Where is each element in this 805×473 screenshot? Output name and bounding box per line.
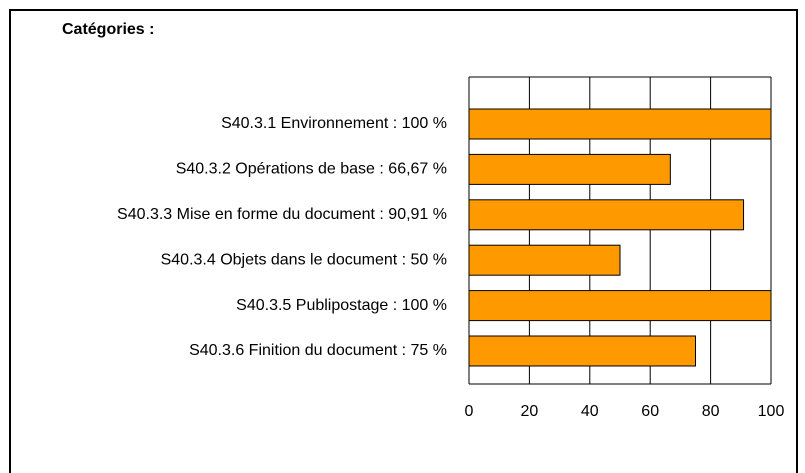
chart-title: Catégories :: [62, 21, 154, 38]
bar: [468, 108, 772, 140]
y-tick-label: S40.3.3 Mise en forme du document : 90,9…: [117, 206, 447, 223]
y-tick-label: S40.3.4 Objets dans le document : 50 %: [161, 251, 447, 268]
x-tick-label: 100: [758, 403, 785, 420]
bar: [468, 244, 621, 276]
x-tick-label: 20: [521, 403, 539, 420]
bar: [468, 335, 696, 367]
y-tick-label: S40.3.2 Opérations de base : 66,67 %: [176, 161, 447, 178]
bar: [468, 290, 772, 322]
y-tick-label: S40.3.5 Publipostage : 100 %: [236, 297, 447, 314]
y-tick-label: S40.3.6 Finition du document : 75 %: [189, 342, 447, 359]
x-tick-label: 0: [465, 403, 474, 420]
bar: [468, 153, 671, 185]
x-tick-label: 80: [702, 403, 720, 420]
bar: [468, 199, 745, 231]
x-tick-label: 40: [581, 403, 599, 420]
x-tick-label: 60: [641, 403, 659, 420]
y-tick-label: S40.3.1 Environnement : 100 %: [221, 115, 447, 132]
frame: [9, 9, 798, 473]
